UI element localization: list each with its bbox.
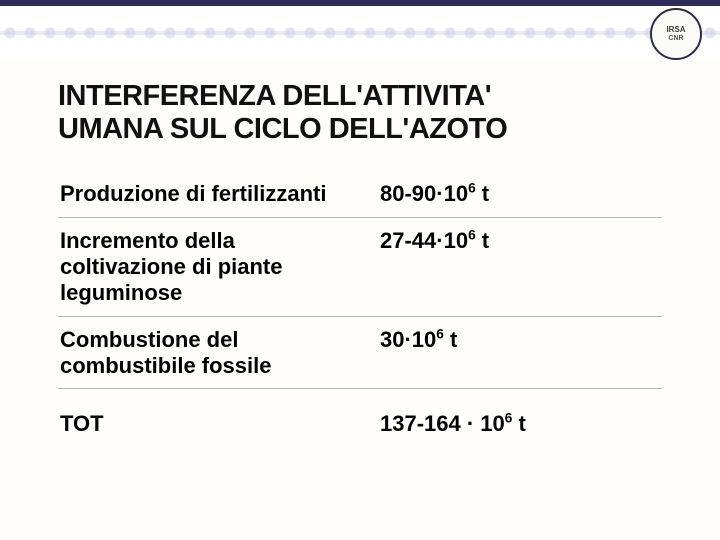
row-label: Produzione di fertilizzanti (58, 171, 360, 218)
table-row: Incremento della coltivazione di piante … (58, 217, 662, 316)
row-value: 27-44·106 t (360, 217, 662, 316)
table-total-row: TOT 137-164 · 106 t (58, 389, 662, 448)
logo-badge: IRSA CNR (650, 8, 702, 60)
row-value: 30·106 t (360, 316, 662, 389)
slide-content: INTERFERENZA DELL'ATTIVITA' UMANA SUL CI… (0, 58, 720, 447)
header-strip: IRSA CNR (0, 0, 720, 58)
total-value: 137-164 · 106 t (360, 389, 662, 448)
row-label: Combustione del combustibile fossile (58, 316, 360, 389)
logo-text-line2: CNR (668, 35, 683, 43)
title-line-1: INTERFERENZA DELL'ATTIVITA' (58, 80, 491, 112)
slide-title: INTERFERENZA DELL'ATTIVITA' UMANA SUL CI… (58, 80, 662, 147)
table-row: Produzione di fertilizzanti 80-90·106 t (58, 171, 662, 218)
title-line-2: UMANA SUL CICLO DELL'AZOTO (58, 113, 507, 145)
row-label: Incremento della coltivazione di piante … (58, 217, 360, 316)
table-row: Combustione del combustibile fossile 30·… (58, 316, 662, 389)
logo-text-line1: IRSA (666, 26, 685, 35)
total-label: TOT (58, 389, 360, 448)
row-value: 80-90·106 t (360, 171, 662, 218)
header-pattern (0, 22, 720, 44)
nitrogen-table: Produzione di fertilizzanti 80-90·106 t … (58, 171, 662, 448)
